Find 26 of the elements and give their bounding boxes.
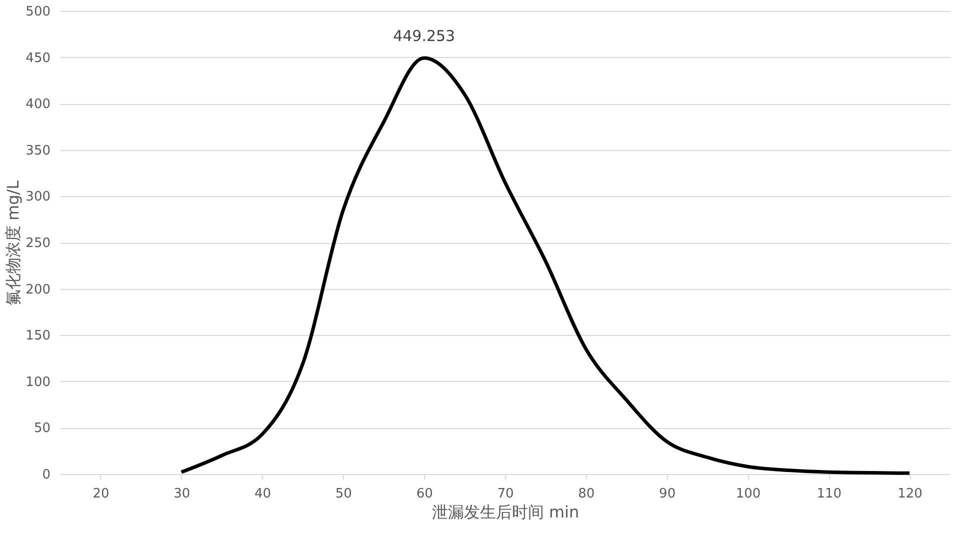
y-tick-label: 50: [34, 421, 50, 436]
y-tick-label: 0: [42, 468, 50, 482]
line-series: [180, 56, 912, 475]
x-tick-label: 20: [92, 486, 110, 502]
y-tick-label: 500: [26, 4, 50, 20]
y-tick-label: 150: [26, 328, 50, 344]
x-tick-label: 50: [335, 486, 352, 502]
x-tick-label: 80: [578, 486, 595, 502]
x-tick-label: 110: [816, 486, 842, 502]
x-tick-label: 60: [416, 486, 433, 502]
y-tick-label: 300: [26, 190, 50, 205]
x-tick-label: 40: [254, 486, 272, 502]
y-axis-title: 氟化物浓度 mg/L: [4, 180, 23, 306]
x-tick-label: 30: [174, 486, 190, 502]
y-tick-label: 400: [26, 97, 50, 112]
y-tick-label: 350: [26, 143, 50, 158]
y-tick-label: 100: [26, 374, 50, 390]
y-tick-label: 200: [26, 282, 50, 298]
x-tick-label: 70: [497, 486, 514, 502]
x-tick-label: 120: [898, 486, 922, 502]
y-tick-label: 250: [26, 236, 50, 251]
annotation: 449.253: [393, 26, 456, 45]
x-axis-title: 泄漏发生后时间 min: [432, 502, 580, 522]
x-tick-label: 90: [659, 486, 676, 502]
y-tick-label: 450: [26, 50, 50, 66]
x-tick-label: 100: [736, 486, 761, 502]
